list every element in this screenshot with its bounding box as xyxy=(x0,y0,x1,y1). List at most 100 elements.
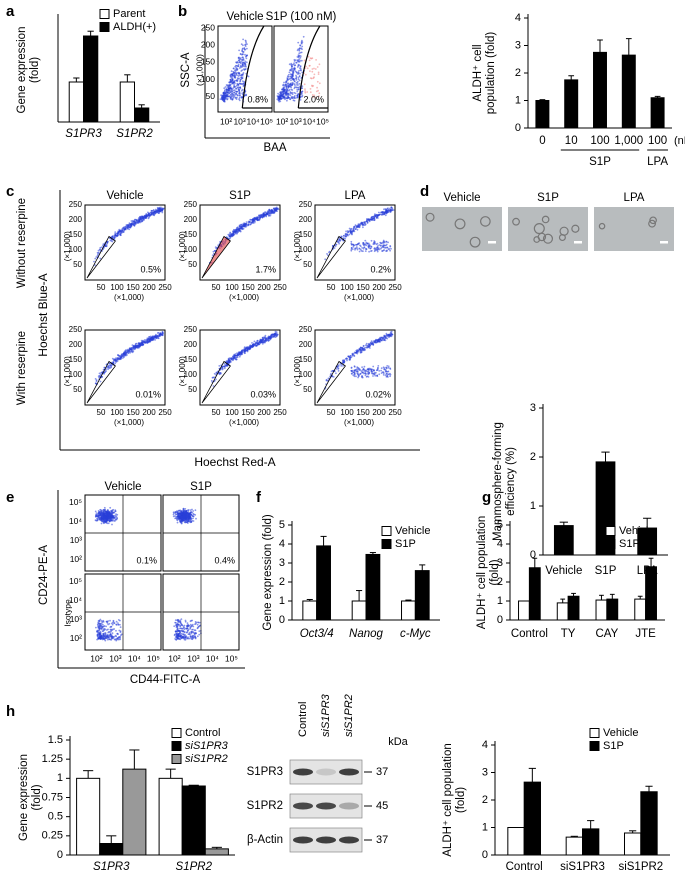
dot xyxy=(228,359,231,362)
dot xyxy=(241,53,244,56)
dot xyxy=(291,83,294,86)
x-tick-label: S1PR3 xyxy=(65,128,102,140)
column-title: S1P (100 nM) xyxy=(266,11,337,23)
dot xyxy=(299,69,302,72)
dot xyxy=(340,365,343,367)
unit-label: (×1,000) xyxy=(229,293,259,302)
dot xyxy=(99,637,102,640)
dot xyxy=(236,232,238,235)
dot xyxy=(345,235,348,238)
dot xyxy=(236,356,239,359)
unit-label: (×1,000) xyxy=(178,231,187,261)
dot xyxy=(390,330,393,333)
dot xyxy=(378,248,381,251)
dot xyxy=(269,337,272,340)
dot xyxy=(106,519,109,522)
micrograph xyxy=(422,207,502,251)
dot xyxy=(354,247,357,250)
dot xyxy=(135,218,138,221)
dot xyxy=(234,75,237,78)
y-tick-label: 250 xyxy=(184,200,198,209)
dot xyxy=(265,213,268,215)
x-tick-label: 10⁵ xyxy=(260,116,273,126)
legend-label: ALDH(+) xyxy=(113,21,156,33)
dot xyxy=(285,83,288,86)
dot xyxy=(131,351,134,354)
dot xyxy=(380,336,383,339)
dot xyxy=(355,375,357,378)
dot xyxy=(245,57,248,60)
dot xyxy=(139,342,141,345)
dot xyxy=(130,224,133,227)
dot xyxy=(289,94,292,97)
dot xyxy=(368,345,370,348)
bar xyxy=(582,828,600,856)
bar xyxy=(535,100,550,129)
bar xyxy=(302,600,318,621)
dot xyxy=(134,344,137,347)
dot xyxy=(102,628,105,631)
dot xyxy=(114,362,117,365)
dot xyxy=(369,344,371,347)
dot xyxy=(267,213,270,215)
y-tick-label: 1 xyxy=(482,821,488,833)
dot xyxy=(233,95,236,98)
dot xyxy=(287,82,290,85)
dot xyxy=(151,213,154,216)
dot xyxy=(351,233,353,236)
dot xyxy=(366,220,369,223)
dot xyxy=(297,72,300,75)
dot xyxy=(361,347,363,349)
plot-frame xyxy=(84,329,166,406)
dot xyxy=(160,206,162,209)
dot xyxy=(316,86,318,89)
dot xyxy=(286,90,288,92)
dot xyxy=(231,90,234,93)
dot xyxy=(141,342,143,345)
dot xyxy=(338,242,340,245)
dot xyxy=(131,221,134,224)
dot xyxy=(373,250,376,253)
dot xyxy=(279,100,282,103)
dot xyxy=(370,250,372,253)
dot xyxy=(101,630,104,632)
dot xyxy=(348,233,351,236)
dot xyxy=(130,220,133,222)
dot xyxy=(97,621,100,624)
gate xyxy=(316,235,346,279)
x-tick-label: 200 xyxy=(142,283,156,292)
dot xyxy=(350,248,353,251)
dot xyxy=(114,514,117,517)
dot xyxy=(194,509,197,512)
dot xyxy=(247,346,250,349)
y-tick-label: 100 xyxy=(201,74,215,84)
dot xyxy=(122,357,124,359)
dot xyxy=(108,634,111,637)
x-tick-label: 50 xyxy=(97,408,106,417)
dot xyxy=(94,264,96,267)
dot xyxy=(151,211,154,214)
legend-swatch xyxy=(171,728,182,738)
y-tick-label: 1.25 xyxy=(42,753,63,765)
dot xyxy=(256,217,259,220)
dot xyxy=(211,254,214,257)
y-tick-label: 1 xyxy=(515,94,521,106)
dot xyxy=(220,94,223,97)
x-tick-label: 100 xyxy=(648,135,667,147)
dot xyxy=(314,68,317,70)
dot xyxy=(270,211,273,214)
dot xyxy=(350,366,353,369)
dot xyxy=(330,370,333,373)
dot xyxy=(175,513,178,516)
dot xyxy=(237,59,240,62)
dot xyxy=(267,339,270,342)
dot xyxy=(226,93,229,96)
dot xyxy=(297,70,300,72)
legend-label: Parent xyxy=(113,8,145,20)
dot xyxy=(364,220,367,223)
dot xyxy=(228,357,231,359)
dot xyxy=(324,258,327,261)
dot xyxy=(370,370,373,373)
dot xyxy=(103,371,106,374)
dot xyxy=(327,377,330,380)
